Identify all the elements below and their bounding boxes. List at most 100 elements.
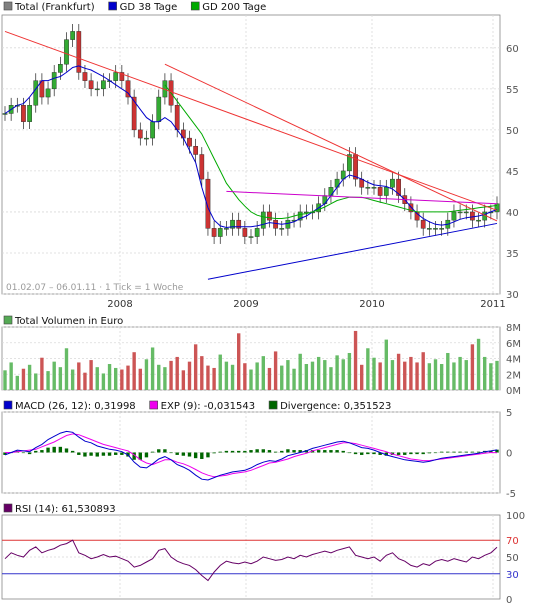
divergence-bar <box>27 452 32 455</box>
divergence-bar <box>292 450 296 453</box>
rsi-y-tick-2: 50 <box>506 553 519 564</box>
volume-bar <box>9 362 13 390</box>
price-candle <box>371 187 377 189</box>
volume-bar <box>267 367 272 390</box>
price-y-tick-5: 35 <box>506 249 519 260</box>
divergence-bar <box>138 452 142 460</box>
divergence-bar <box>360 452 364 455</box>
divergence-bar <box>464 451 468 453</box>
price-candle <box>211 228 217 237</box>
divergence-bar <box>3 452 7 455</box>
divergence-bar <box>476 451 481 453</box>
divergence-bar <box>114 452 118 455</box>
divergence-bar <box>280 450 284 453</box>
volume-bar <box>347 352 352 390</box>
volume-bar <box>261 356 265 390</box>
volume-bar <box>144 359 149 390</box>
divergence-bar <box>273 451 278 453</box>
price-candle <box>377 187 383 196</box>
price-candle <box>230 219 235 229</box>
divergence-bar <box>212 452 216 454</box>
price-candle <box>199 154 205 180</box>
volume-bar <box>150 347 155 390</box>
divergence-bar <box>107 452 112 456</box>
rsi-legend-swatch-0 <box>3 503 13 513</box>
price-legend-swatch-0 <box>3 1 13 11</box>
volume-bar <box>15 375 19 390</box>
volume-bar <box>52 361 56 390</box>
price-candle <box>94 88 100 91</box>
divergence-bar <box>70 450 75 453</box>
divergence-bar <box>34 450 38 453</box>
price-candle <box>347 154 352 172</box>
price-candle <box>131 96 137 131</box>
price-legend-swatch-2 <box>190 1 200 11</box>
divergence-bar <box>150 451 155 453</box>
volume-bar <box>366 348 370 390</box>
macd-legend-swatch-2 <box>268 400 278 410</box>
volume-bar <box>132 352 136 390</box>
price-candle <box>205 178 211 229</box>
volume-bar <box>21 368 26 390</box>
divergence-bar <box>144 452 149 458</box>
price-candle <box>365 187 371 189</box>
volume-bar <box>169 360 173 390</box>
volume-bar <box>101 373 106 390</box>
divergence-bar <box>341 450 345 453</box>
trendline-1 <box>164 63 498 222</box>
volume-bar <box>335 355 339 390</box>
volume-bar <box>310 361 315 390</box>
divergence-bar <box>255 449 259 453</box>
price-candle <box>2 113 8 115</box>
volume-bar <box>273 351 278 390</box>
volume-bar <box>27 364 32 390</box>
price-candle <box>33 80 39 106</box>
divergence-bar <box>353 452 358 455</box>
price-candle <box>396 178 401 196</box>
volume-bar <box>286 360 290 390</box>
divergence-bar <box>58 446 63 453</box>
divergence-bar <box>366 452 370 455</box>
volume-bar <box>40 357 44 390</box>
volume-bar <box>89 360 93 390</box>
volume-bar <box>255 362 259 390</box>
divergence-bar <box>495 449 499 453</box>
volume-bar <box>224 361 229 390</box>
divergence-bar <box>89 452 93 456</box>
x-tick-2011: 2011 <box>480 299 505 310</box>
price-candle <box>273 219 278 229</box>
volume-bar <box>489 363 493 390</box>
price-candle <box>383 187 389 196</box>
price-candle <box>476 219 481 222</box>
price-y-tick-0: 60 <box>506 44 519 55</box>
price-candle <box>470 211 475 221</box>
price-candle <box>420 219 426 229</box>
volume-bar <box>470 344 475 390</box>
divergence-bar <box>46 447 50 453</box>
macd-legend-label-1: EXP (9): -0,031543 <box>161 401 255 412</box>
macd-legend-swatch-0 <box>3 400 13 410</box>
divergence-bar <box>157 449 161 453</box>
price-y-tick-4: 40 <box>506 208 519 219</box>
volume-bar <box>126 365 130 390</box>
price-candle <box>156 96 162 122</box>
volume-bar <box>372 357 376 390</box>
volume-bar <box>212 367 216 390</box>
divergence-bar <box>163 449 167 453</box>
volume-bar <box>464 360 468 390</box>
price-candle <box>260 211 266 229</box>
macd-legend-label-0: MACD (26, 12): 0,31998 <box>15 401 136 412</box>
price-candle <box>137 129 143 139</box>
divergence-bar <box>101 452 106 456</box>
divergence-bar <box>335 450 339 453</box>
price-candle <box>248 236 254 238</box>
divergence-bar <box>427 452 432 454</box>
price-legend-label-0: Total (Frankfurt) <box>14 2 95 13</box>
volume-bar <box>360 364 364 390</box>
divergence-bar <box>347 452 352 454</box>
volume-bar <box>341 359 345 390</box>
divergence-bar <box>396 452 401 455</box>
price-candle <box>279 228 285 230</box>
divergence-bar <box>261 449 265 453</box>
